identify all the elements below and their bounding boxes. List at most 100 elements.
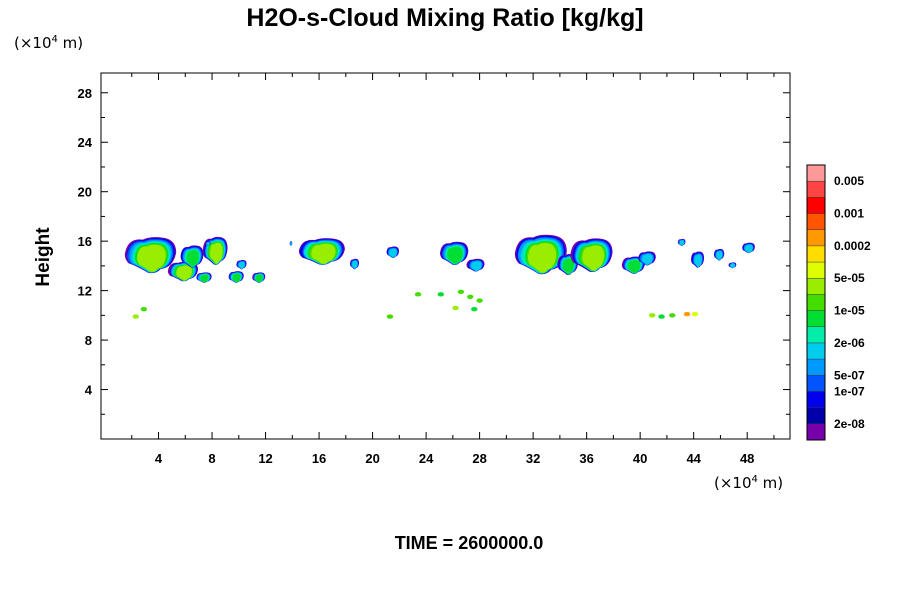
cloud-contour: [447, 246, 463, 265]
x-axis-unit: (×104 m): [714, 474, 783, 492]
cloud-blob: [298, 238, 345, 265]
cloud-contour: [290, 242, 292, 246]
colorbar-swatch: [807, 245, 825, 263]
cloud-contour: [238, 261, 245, 269]
cloud-speck: [669, 313, 676, 318]
cloud-speck: [683, 311, 691, 317]
cloud-blob: [677, 238, 686, 246]
cloud-blob: [439, 241, 469, 266]
colorbar-swatch: [807, 342, 825, 360]
colorbar-swatch: [807, 326, 825, 344]
cloud-blob: [514, 234, 567, 275]
colorbar-swatch: [807, 181, 825, 198]
cloud-contour: [679, 240, 685, 246]
colorbar-label: 2e-06: [834, 336, 865, 350]
time-label: TIME = 2600000.0: [395, 533, 544, 553]
cloud-speck: [140, 306, 148, 312]
cloud-speck: [691, 311, 699, 317]
cloud-speck: [467, 294, 474, 300]
cloud-blob: [124, 237, 177, 274]
cloud-contour: [642, 254, 653, 265]
cloud-speck: [414, 292, 422, 297]
cloud-contour: [232, 273, 241, 283]
cloud-blob: [713, 248, 725, 261]
colorbar-swatch: [807, 229, 825, 247]
colorbar-swatch: [807, 423, 825, 441]
cloud-speck: [437, 292, 445, 297]
cloud-speck: [471, 306, 478, 312]
cloud-speck: [658, 314, 665, 319]
x-tick-label: 12: [258, 451, 272, 466]
x-tick-label: 36: [579, 451, 593, 466]
cloud-specks: [132, 289, 699, 319]
y-axis-unit: (×104 m): [14, 34, 83, 52]
x-tick-label: 20: [365, 451, 379, 466]
cloud-blob: [202, 236, 228, 265]
y-tick-label: 8: [85, 333, 92, 348]
colorbar: 0.005 0.001 0.0002 5e-05 1e-05 2e-06 5e-07 1e-0…: [806, 164, 871, 441]
cloud-contour: [389, 248, 397, 258]
x-tick-label: 44: [686, 451, 701, 466]
cloud-blob: [205, 241, 211, 246]
y-tick-label: 24: [78, 135, 93, 150]
cloud-contour: [311, 243, 336, 264]
cloud-contour: [255, 274, 263, 283]
colorbar-label: 0.005: [834, 174, 864, 188]
colorbar-swatch: [807, 294, 825, 311]
cloud-contour: [200, 274, 209, 283]
colorbar-swatch: [807, 407, 825, 425]
colorbar-swatch: [807, 197, 825, 214]
colorbar-swatch: [807, 262, 825, 279]
cloud-contour: [716, 251, 723, 261]
cloud-contour: [562, 258, 575, 275]
chart-title: H2O-s-Cloud Mixing Ratio [kg/kg]: [246, 4, 643, 32]
cloud-blob: [386, 246, 400, 259]
cloud-field: [124, 234, 755, 283]
cloud-blob: [180, 245, 204, 268]
cloud-speck: [452, 305, 459, 311]
colorbar-swatch: [807, 310, 825, 328]
cloud-speck: [476, 298, 483, 303]
cloud-blob: [570, 238, 613, 273]
x-tick-label: 28: [472, 451, 486, 466]
cloud-contour: [471, 261, 482, 272]
colorbar-label: 2e-08: [834, 417, 865, 431]
cloud-contour: [527, 243, 557, 273]
cloud-speck: [457, 289, 465, 295]
x-tick-label: 32: [526, 451, 540, 466]
cloud-blob: [621, 256, 646, 274]
cloud-blob: [350, 258, 360, 270]
cloud-blob: [196, 272, 212, 283]
cloud-blob: [466, 258, 485, 272]
colorbar-label: 1e-05: [834, 304, 865, 318]
x-tick-label: 40: [633, 451, 647, 466]
plot-frame: [100, 72, 791, 440]
cloud-contour: [352, 260, 358, 269]
colorbar-label: 5e-05: [834, 271, 865, 285]
colorbar-swatch: [807, 165, 825, 182]
colorbar-label: 5e-07: [834, 368, 865, 382]
cloud-blob: [289, 241, 293, 246]
colorbar-label: 1e-07: [834, 384, 865, 398]
colorbar-label: 0.001: [834, 207, 864, 221]
cloud-speck: [649, 313, 656, 318]
y-tick-label: 28: [78, 86, 92, 101]
cloud-contour: [694, 254, 702, 268]
cloud-contour: [210, 242, 223, 264]
cloud-blob: [742, 242, 755, 254]
x-tick-label: 24: [419, 451, 434, 466]
cloud-contour: [206, 242, 210, 246]
x-tick-label: 16: [312, 451, 326, 466]
cloud-blob: [236, 259, 247, 270]
colorbar-swatch: [807, 375, 825, 392]
x-tick-label: 4: [155, 451, 163, 466]
cloud-contour: [176, 265, 193, 281]
cloud-contour: [730, 263, 735, 268]
cloud-contour: [745, 244, 753, 253]
cloud-blob: [638, 251, 656, 266]
colorbar-swatch: [807, 391, 825, 408]
cloud-contour: [186, 249, 199, 267]
colorbar-label: 0.0002: [834, 239, 871, 253]
